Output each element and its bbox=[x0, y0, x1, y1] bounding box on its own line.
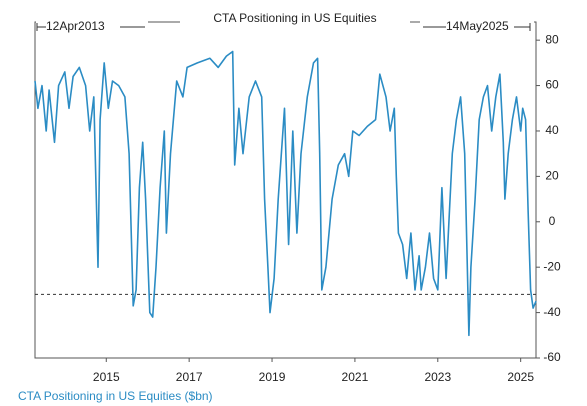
y-tick-label: 60 bbox=[545, 78, 559, 92]
annotation-bg bbox=[36, 12, 148, 28]
x-tick-label: 2021 bbox=[342, 370, 369, 384]
legend-label: CTA Positioning in US Equities ($bn) bbox=[18, 389, 213, 403]
y-tick-label: 40 bbox=[545, 123, 559, 137]
series-line bbox=[34, 50, 537, 337]
x-tick-label: 2023 bbox=[424, 370, 451, 384]
annotation: 12Apr2013 bbox=[46, 19, 105, 33]
y-tick-label: 80 bbox=[545, 32, 559, 46]
annotation: 14May2025 bbox=[446, 19, 509, 33]
chart-title: CTA Positioning in US Equities bbox=[213, 11, 376, 25]
y-tick-label: -60 bbox=[543, 350, 561, 364]
y-tick-label: -20 bbox=[543, 259, 561, 273]
plot-frame bbox=[34, 21, 537, 359]
y-tick-label: 0 bbox=[549, 214, 556, 228]
x-tick-label: 2015 bbox=[93, 370, 120, 384]
x-tick-label: 2017 bbox=[176, 370, 203, 384]
annotation-bg bbox=[420, 12, 534, 28]
title-bg bbox=[180, 12, 410, 28]
y-tick-label: 20 bbox=[545, 169, 559, 183]
x-tick-label: 2019 bbox=[259, 370, 286, 384]
x-tick-label: 2025 bbox=[507, 370, 534, 384]
y-tick-label: -40 bbox=[543, 305, 561, 319]
